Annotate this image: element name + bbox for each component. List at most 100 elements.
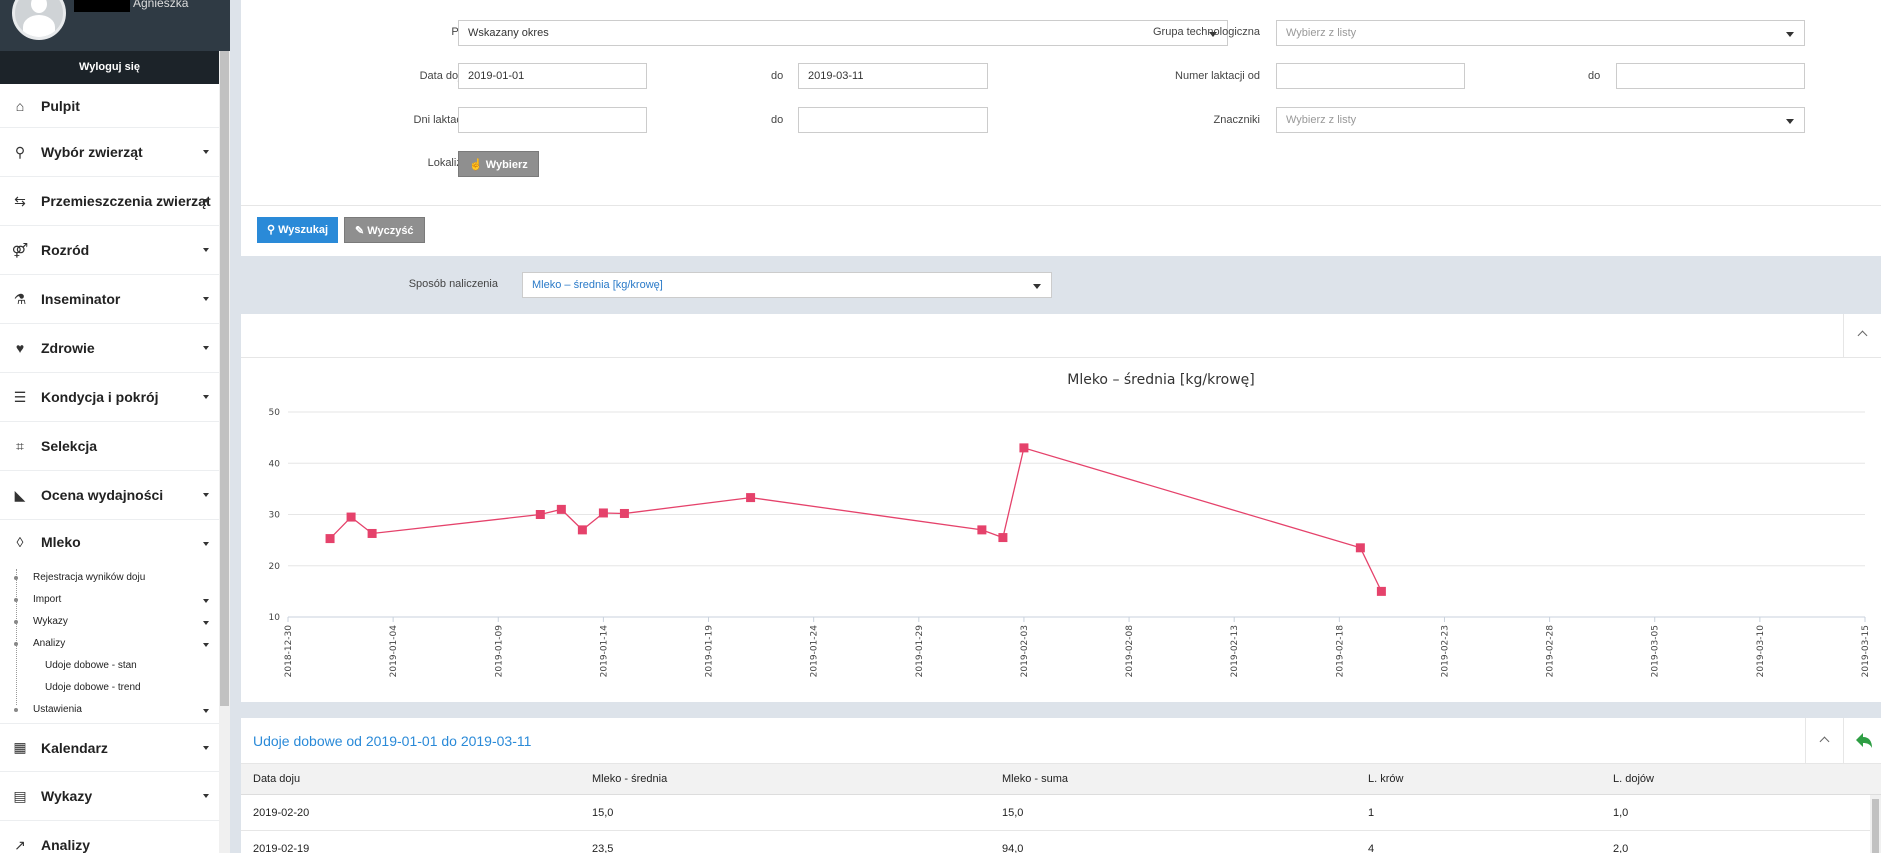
sidebar-item-tags[interactable]: ⌗ Selekcja bbox=[0, 422, 219, 471]
submenu-item-label: Import bbox=[33, 594, 62, 605]
logout-button[interactable]: Wyloguj się bbox=[0, 51, 219, 84]
submenu-item[interactable]: Udoje dobowe - trend bbox=[0, 677, 219, 699]
sidebar-scrollbar[interactable] bbox=[219, 51, 230, 853]
date-to-input[interactable]: 2019-03-11 bbox=[798, 63, 988, 89]
caret-down-icon bbox=[203, 621, 209, 625]
submenu-item[interactable]: Ustawienia bbox=[0, 699, 219, 721]
table-scrollbar-thumb[interactable] bbox=[1872, 799, 1879, 853]
table-row[interactable]: 2019-02-19 23,5 94,0 4 2,0 bbox=[241, 831, 1881, 853]
caret-down-icon bbox=[203, 709, 209, 713]
table-list-icon: ▤ bbox=[13, 787, 27, 804]
lact-days-from-input[interactable] bbox=[458, 107, 647, 133]
sidebar-item-gender[interactable]: ⚤ Rozród bbox=[0, 226, 219, 275]
sidebar-item-signpost[interactable]: ⇆ Przemieszczenia zwierząt bbox=[0, 177, 219, 226]
chart-collapse-button[interactable] bbox=[1843, 314, 1881, 358]
caret-down-icon bbox=[203, 794, 209, 798]
sidebar-item-flask[interactable]: ⚗ Inseminator bbox=[0, 275, 219, 324]
data-point bbox=[556, 504, 566, 514]
flask-icon: ⚗ bbox=[13, 290, 27, 307]
submenu-item[interactable]: Analizy bbox=[0, 633, 219, 655]
calc-select[interactable]: Mleko – średnia [kg/krowę] bbox=[522, 272, 1052, 298]
data-point bbox=[619, 508, 629, 518]
submenu-item-label: Wykazy bbox=[33, 616, 68, 627]
sidebar-item-label: Ocena wydajności bbox=[41, 487, 164, 503]
chevron-up-icon bbox=[1857, 330, 1868, 341]
caret-down-icon bbox=[203, 199, 209, 203]
chart-panel: Mleko – średnia [kg/krowę] 10 20 30 40 50 20… bbox=[241, 314, 1881, 702]
x-tick-label: 2019-02-13 bbox=[1230, 625, 1240, 677]
lact-num-from-input[interactable] bbox=[1276, 63, 1465, 89]
sidebar-nav: ⌂ Pulpit ⚲ Wybór zwierząt ⇆ Przemieszczenia z… bbox=[0, 84, 219, 853]
submenu-item-label: Ustawienia bbox=[33, 704, 82, 715]
column-header[interactable]: Data doju bbox=[253, 773, 301, 785]
caret-down-icon bbox=[203, 746, 209, 750]
table-scrollbar[interactable] bbox=[1870, 795, 1881, 853]
column-header[interactable]: L. dojów bbox=[1613, 773, 1654, 785]
x-tick-label: 2019-03-15 bbox=[1861, 625, 1871, 677]
caret-down-icon bbox=[203, 493, 209, 497]
caret-down-icon bbox=[203, 643, 209, 647]
date-from-input[interactable]: 2019-01-01 bbox=[458, 63, 647, 89]
data-point bbox=[746, 493, 756, 503]
y-tick-label: 10 bbox=[269, 613, 281, 623]
sidebar-item-home[interactable]: ⌂ Pulpit bbox=[0, 84, 219, 128]
mleko-submenu: Rejestracja wyników doju Import Wykazy Anal… bbox=[0, 563, 219, 723]
sidebar: Agnieszka Wyloguj się ⌂ Pulpit ⚲ Wybór zwie… bbox=[0, 0, 230, 853]
location-label: Lokalizacja bbox=[427, 157, 482, 169]
caret-down-icon bbox=[203, 150, 209, 154]
sidebar-item-calendar[interactable]: ▦ Kalendarz bbox=[0, 723, 219, 772]
sidebar-item-drop[interactable]: ◊ Mleko bbox=[0, 520, 219, 563]
calc-label: Sposób naliczenia bbox=[408, 278, 498, 290]
sidebar-item-table-list[interactable]: ▤ Wykazy bbox=[0, 772, 219, 821]
submenu-item[interactable]: Wykazy bbox=[0, 611, 219, 633]
x-tick-label: 2019-03-05 bbox=[1651, 625, 1661, 677]
search-icon: ⚲ bbox=[267, 224, 276, 236]
sidebar-item-heartbeat[interactable]: ♥ Zdrowie bbox=[0, 324, 219, 373]
y-tick-label: 40 bbox=[269, 459, 281, 469]
sidebar-item-search[interactable]: ⚲ Wybór zwierząt bbox=[0, 128, 219, 177]
caret-down-icon bbox=[203, 599, 209, 603]
submenu-tree-line bbox=[16, 569, 17, 705]
bullet-icon bbox=[14, 598, 18, 602]
table-cell: 15,0 bbox=[592, 807, 614, 819]
data-point bbox=[577, 525, 587, 535]
sidebar-item-list[interactable]: ☰ Kondycja i pokrój bbox=[0, 373, 219, 422]
hand-pointer-icon: ☝ bbox=[469, 159, 483, 171]
area-chart-icon: ◣ bbox=[14, 486, 26, 503]
table-cell: 2019-02-20 bbox=[253, 807, 310, 819]
chart-series-line bbox=[329, 447, 1382, 592]
sidebar-item-area-chart[interactable]: ◣ Ocena wydajności bbox=[0, 471, 219, 520]
milk-average-chart: Mleko – średnia [kg/krowę] 10 20 30 40 50 20… bbox=[269, 372, 1871, 678]
clear-button[interactable]: ✎ Wyczyść bbox=[344, 217, 425, 243]
submenu-item-label: Rejestracja wyników doju bbox=[33, 572, 146, 583]
lact-days-to-input[interactable] bbox=[798, 107, 988, 133]
column-header[interactable]: Mleko - średnia bbox=[592, 773, 668, 785]
sidebar-scrollbar-thumb[interactable] bbox=[220, 51, 229, 706]
show-select-value: Wskazany okres bbox=[468, 27, 549, 39]
column-header[interactable]: Mleko - suma bbox=[1002, 773, 1069, 785]
table-cell: 94,0 bbox=[1002, 843, 1024, 853]
search-button[interactable]: ⚲ Wyszukaj bbox=[257, 217, 339, 243]
table-cell: 15,0 bbox=[1002, 807, 1024, 819]
sidebar-item-label: Inseminator bbox=[41, 291, 121, 307]
table-collapse-button[interactable] bbox=[1805, 718, 1843, 764]
sidebar-item-chart-line[interactable]: ↗ Analizy bbox=[0, 821, 219, 853]
lact-days-to-label: do bbox=[771, 114, 784, 126]
submenu-item[interactable]: Import bbox=[0, 589, 219, 611]
x-tick-label: 2019-02-28 bbox=[1546, 625, 1556, 678]
avatar[interactable] bbox=[12, 0, 66, 40]
markers-select[interactable]: Wybierz z listy bbox=[1276, 107, 1805, 133]
table-row[interactable]: 2019-02-20 15,0 15,0 1 1,0 bbox=[241, 795, 1881, 831]
lact-num-to-input[interactable] bbox=[1616, 63, 1805, 89]
data-point bbox=[535, 510, 545, 519]
table-cell: 2019-02-19 bbox=[253, 843, 310, 853]
group-select[interactable]: Wybierz z listy bbox=[1276, 20, 1805, 46]
submenu-item[interactable]: Udoje dobowe - stan bbox=[0, 655, 219, 677]
table-cell: 4 bbox=[1368, 843, 1375, 853]
chevron-down-icon bbox=[1209, 32, 1217, 37]
submenu-item[interactable]: Rejestracja wyników doju bbox=[0, 567, 219, 589]
column-header[interactable]: L. krów bbox=[1368, 773, 1404, 785]
show-select[interactable]: Wskazany okres bbox=[458, 20, 1228, 46]
choose-location-button[interactable]: ☝ Wybierz bbox=[458, 151, 539, 177]
back-button[interactable] bbox=[1843, 718, 1881, 764]
